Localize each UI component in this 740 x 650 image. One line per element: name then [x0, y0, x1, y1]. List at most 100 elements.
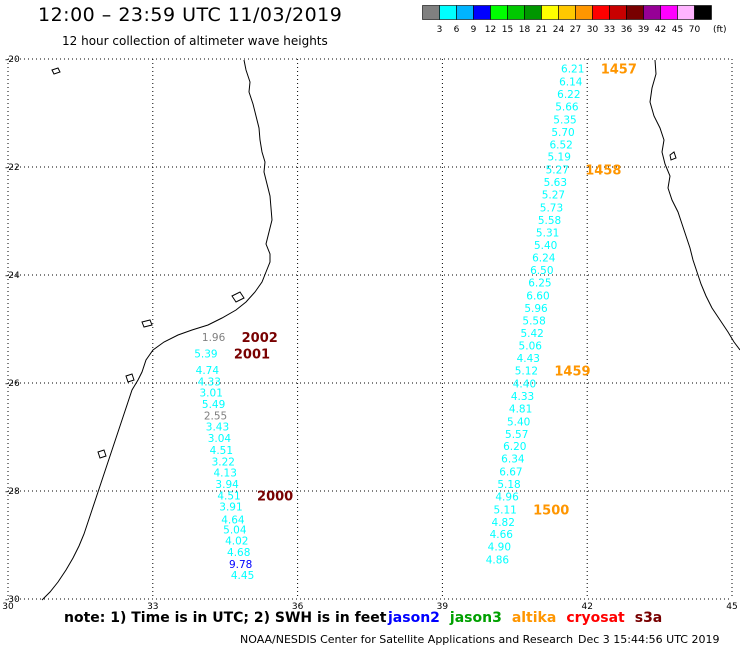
color-scale-tick: 42 — [655, 25, 666, 35]
track-segment: 1.96 2002 — [202, 331, 278, 346]
axis-labels: 30 33 36 39 42 45 -20 -22 -24 -26 -28 -30 — [2, 55, 737, 610]
swh-value-label: 5.73 — [540, 203, 563, 215]
swh-value-label: 5.35 — [553, 114, 576, 126]
color-scale-tick: 24 — [553, 25, 565, 35]
satellite-tracks: 1.96 20025.394.744.333.015.492.553.433.04… — [194, 63, 637, 583]
swh-value-label: 5.40 — [507, 416, 530, 428]
swh-value-label: 3.43 — [206, 422, 229, 434]
swh-value-label: 6.50 — [530, 265, 553, 277]
swh-value-label: 5.19 — [548, 152, 571, 164]
generation-timestamp: Dec 3 15:44:56 UTC 2019 — [578, 633, 720, 646]
swh-value-label: 4.74 — [196, 365, 220, 377]
swh-value-label: 4.13 — [214, 468, 237, 480]
swh-value-label: 6.60 — [526, 291, 549, 303]
credit-line: NOAA/NESDIS Center for Satellite Applica… — [240, 633, 574, 646]
swh-value-label: 5.63 — [544, 177, 567, 189]
color-scale-tick: 27 — [570, 25, 581, 35]
color-scale-tick: 45 — [672, 25, 683, 35]
swh-value-label: 5.42 — [520, 328, 543, 340]
color-scale-tick: 39 — [638, 25, 650, 35]
swh-value-label: 6.25 — [528, 278, 551, 290]
mozambique-coastline — [41, 59, 273, 601]
track-segment: 6.216.146.225.665.355.706.525.19 1457 — [548, 63, 637, 164]
swh-value-label: 6.22 — [557, 89, 580, 101]
swh-value-label: 4.90 — [488, 542, 511, 554]
swh-value-label: 5.18 — [497, 479, 520, 491]
swh-value-label: 5.57 — [505, 429, 528, 441]
swh-value-label: 4.33 — [198, 376, 221, 388]
swh-value-label: 4.33 — [511, 391, 534, 403]
swh-value-label: 4.82 — [492, 517, 515, 529]
swh-value-label: 5.58 — [538, 215, 561, 227]
lon-tick-label: 42 — [581, 602, 592, 610]
satellite-legend: jason2 jason3 altika cryosat s3a — [388, 610, 672, 626]
swh-value-label: 5.11 — [493, 504, 516, 516]
swh-value-label: 2.55 — [204, 410, 227, 422]
swh-value-label: 3.04 — [208, 433, 232, 445]
swh-value-label: 5.58 — [522, 315, 545, 327]
pass-time-label: 1500 — [533, 503, 569, 518]
swh-value-label: 6.21 — [561, 64, 584, 76]
track-segment: 5.275.635.275.735.585.315.406.246.506.25… — [517, 164, 622, 365]
swh-value-label: 4.68 — [227, 547, 250, 559]
swh-value-label: 9.78 — [229, 559, 252, 571]
swh-value-label: 5.96 — [524, 303, 548, 315]
madagascar-coastline — [649, 59, 740, 351]
swh-value-label: 6.34 — [501, 454, 525, 466]
swh-value-label: 1.96 — [202, 332, 226, 344]
swh-value-label: 4.81 — [509, 403, 532, 415]
track-segment: 5.39 4.744.333.015.492.553.433.044.513.22… — [194, 347, 270, 491]
swh-value-label: 4.51 — [217, 490, 240, 502]
color-scale-tick: 30 — [587, 25, 599, 35]
lat-lon-grid — [7, 58, 733, 600]
swh-value-label: 5.66 — [555, 102, 579, 114]
coastlines — [41, 59, 740, 601]
pass-time-label: 2002 — [242, 331, 278, 346]
swh-value-label: 6.52 — [549, 139, 572, 151]
track-segment: 5.114.824.664.904.86 1500 — [486, 503, 570, 566]
swh-value-label: 5.12 — [515, 366, 538, 378]
swh-value-label: 4.86 — [486, 555, 510, 567]
pass-time-label: 1458 — [585, 164, 621, 179]
track-segment: 5.124.404.334.815.405.576.206.346.675.18… — [495, 365, 590, 504]
swh-value-label: 6.14 — [559, 77, 583, 89]
swh-value-label: 6.20 — [503, 441, 526, 453]
color-scale-tick: 12 — [485, 25, 496, 35]
lat-tick-label: -20 — [5, 55, 20, 65]
color-scale-tick: 3 — [437, 25, 443, 35]
color-scale-tick: 70 — [689, 25, 701, 35]
swh-value-label: 4.40 — [513, 379, 536, 391]
swh-value-label: 5.04 — [223, 524, 247, 536]
lon-tick-label: 33 — [147, 602, 158, 610]
swh-value-label: 4.51 — [210, 445, 233, 457]
color-scale-tick: 21 — [536, 25, 547, 35]
track-segment: 4.513.914.645.044.024.689.784.45 2000 — [217, 489, 293, 582]
swh-value-label: 3.22 — [212, 456, 235, 468]
swh-value-label: 4.43 — [517, 353, 540, 365]
lat-tick-label: -30 — [5, 595, 20, 605]
color-scale-legend: 3 6 9 12 15 18 21 24 27 30 33 36 39 42 45 70 (ft) — [422, 5, 727, 35]
color-scale-tick: 6 — [454, 25, 460, 35]
swh-value-label: 5.27 — [546, 165, 569, 177]
swh-value-label: 4.66 — [490, 529, 514, 541]
lat-tick-label: -26 — [5, 379, 20, 389]
swh-value-label: 5.70 — [551, 127, 574, 139]
lon-tick-label: 36 — [292, 602, 304, 610]
satellite-legend-cryosat: cryosat — [566, 610, 625, 626]
satellite-legend-jason2: jason2 — [388, 610, 440, 626]
map-subtitle: 12 hour collection of altimeter wave hei… — [62, 34, 328, 48]
units-note: note: 1) Time is in UTC; 2) SWH is in fe… — [64, 610, 387, 626]
pass-time-label: 1459 — [554, 365, 590, 380]
color-scale-unit: (ft) — [713, 25, 727, 35]
lon-tick-label: 39 — [437, 602, 449, 610]
swh-value-label: 3.91 — [219, 502, 242, 514]
swh-value-label: 3.01 — [200, 388, 223, 400]
lon-tick-label: 45 — [726, 602, 737, 610]
color-scale-tick: 36 — [621, 25, 633, 35]
pass-time-label: 2000 — [257, 489, 293, 504]
color-scale-tick: 33 — [604, 25, 615, 35]
swh-value-label: 6.24 — [532, 253, 556, 265]
swh-value-label: 5.49 — [202, 399, 225, 411]
swh-value-label: 5.27 — [542, 190, 565, 202]
swh-value-label: 3.94 — [215, 479, 239, 491]
